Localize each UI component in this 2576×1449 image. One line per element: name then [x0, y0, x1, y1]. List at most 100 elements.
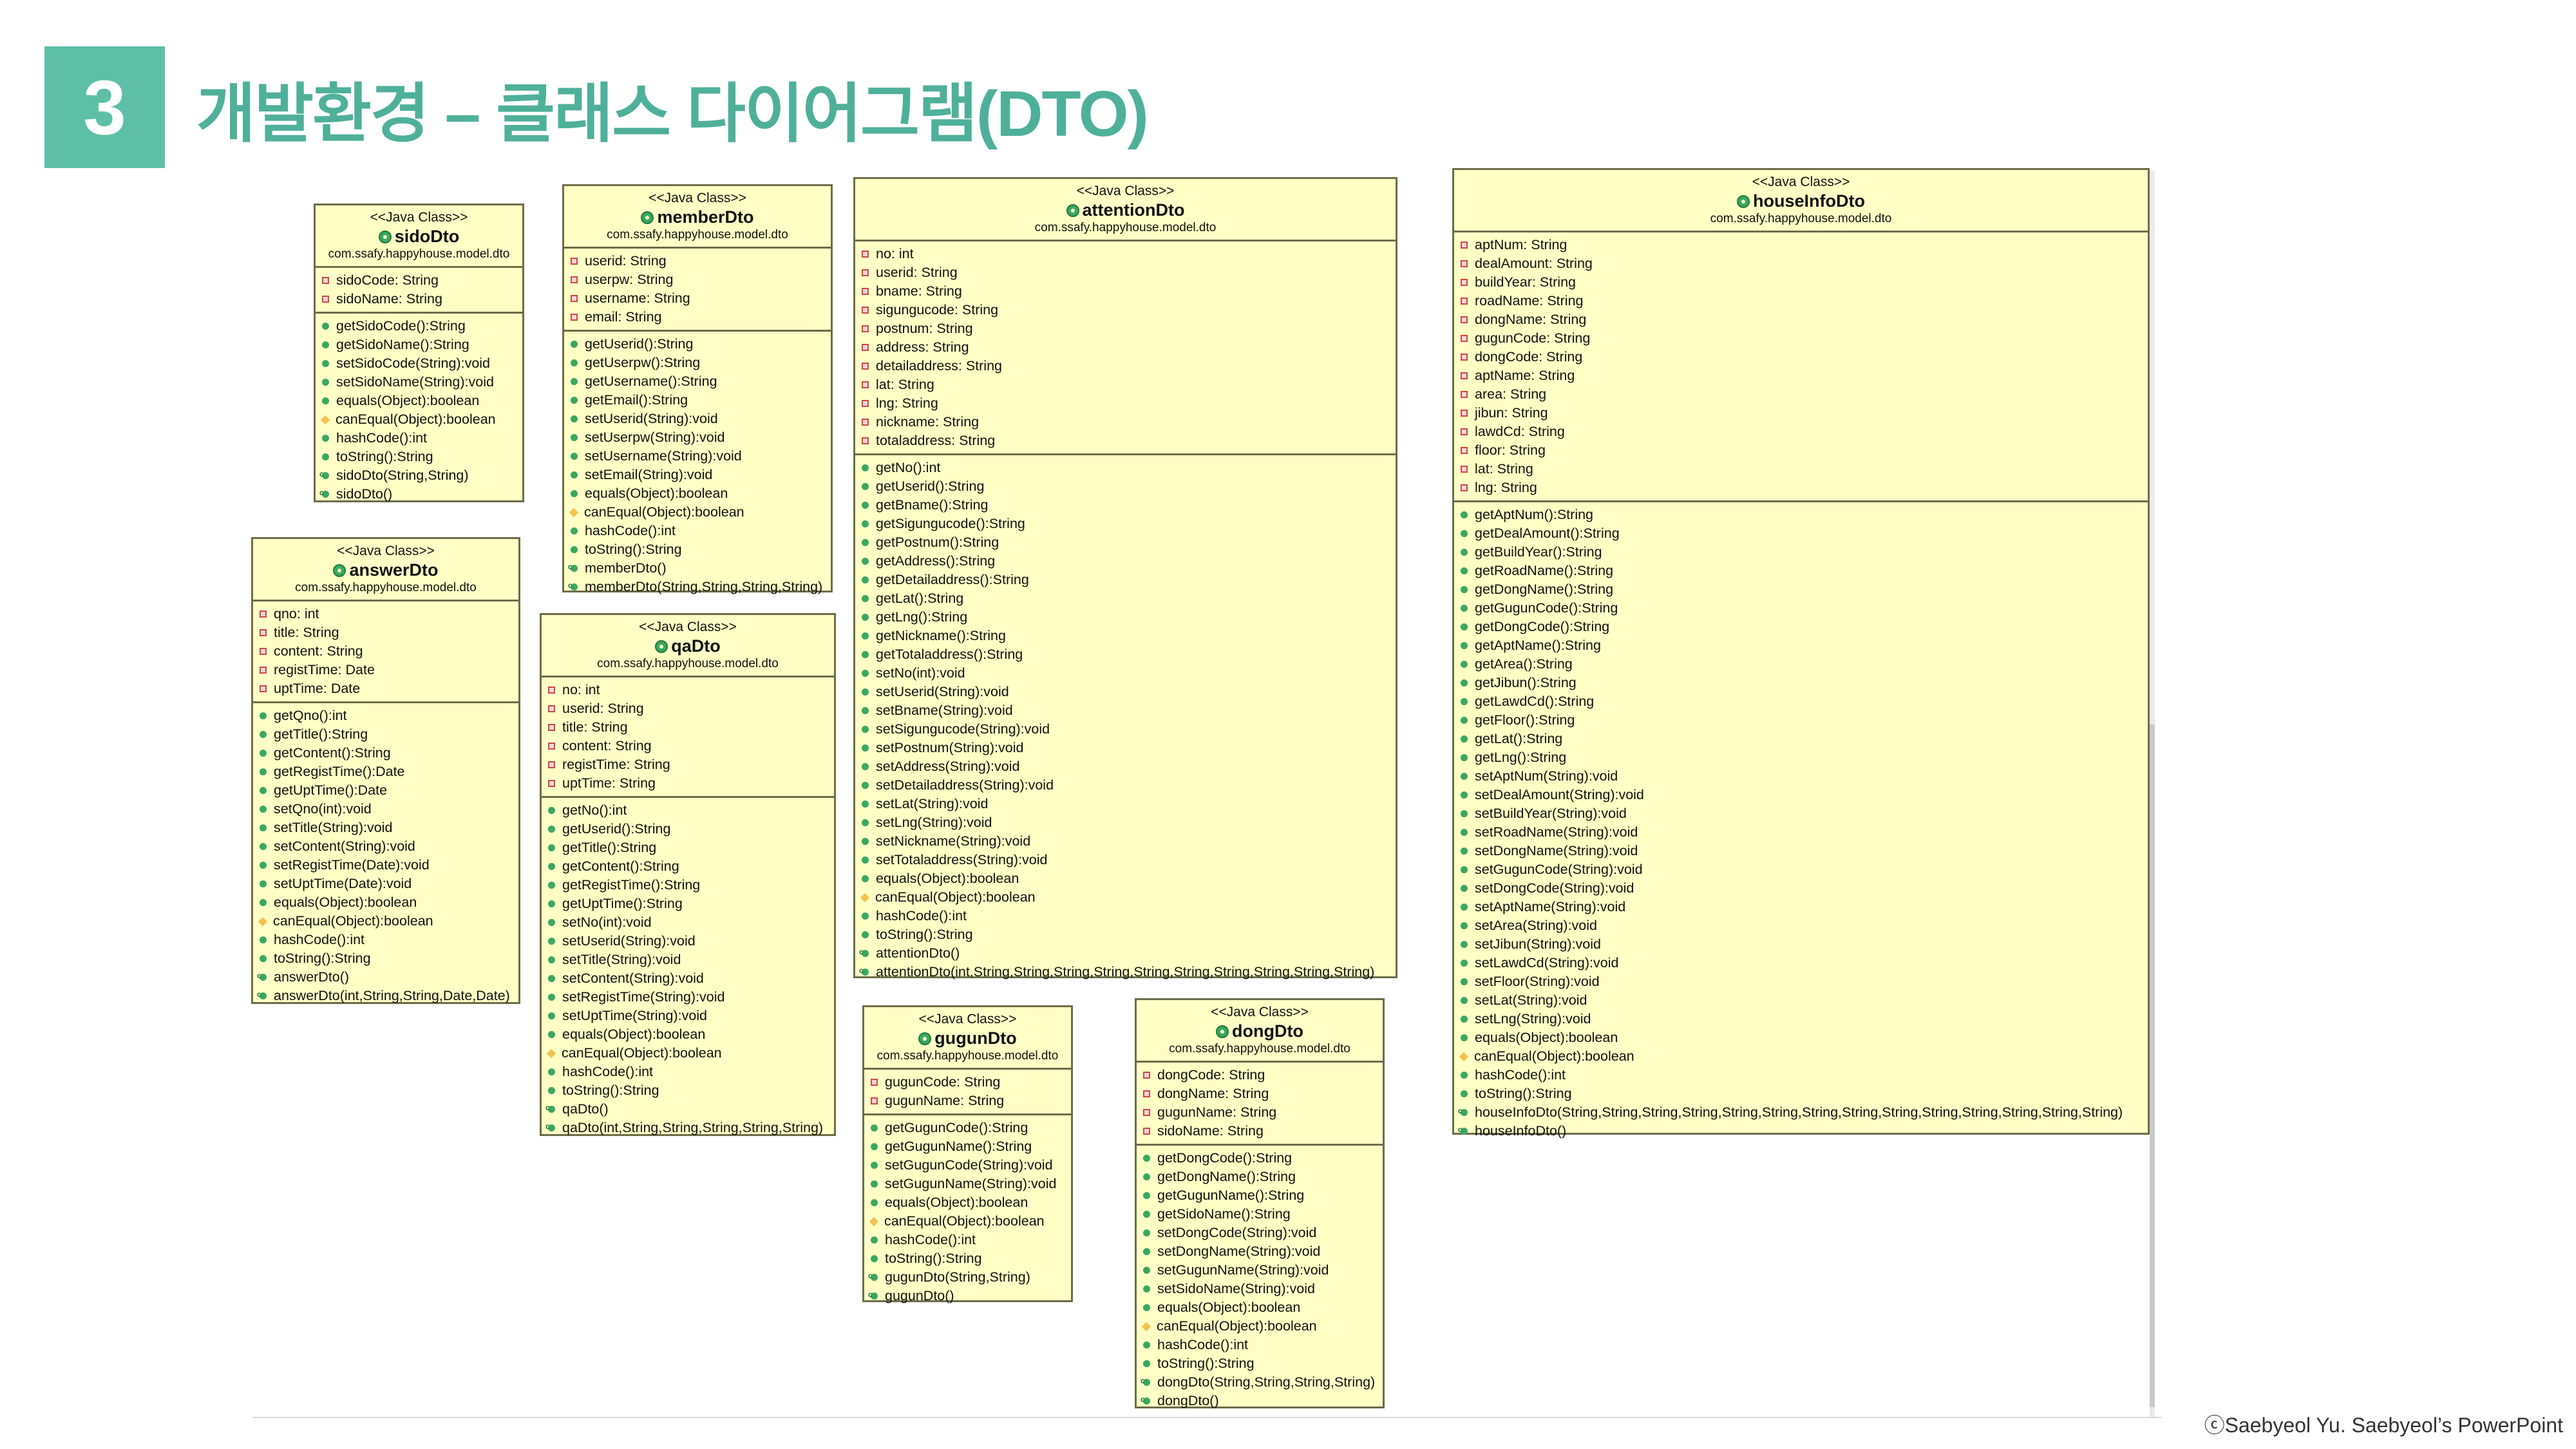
- field-row: lat: String: [1461, 460, 2144, 478]
- method-signature: setLawdCd(String):void: [1475, 955, 1619, 971]
- class-name: attentionDto: [858, 200, 1393, 220]
- method-row: getNickname():String: [862, 627, 1392, 645]
- field-row: userpw: String: [571, 270, 827, 289]
- public-method-icon: [862, 931, 869, 938]
- method-row: setGugunCode(String):void: [871, 1156, 1067, 1175]
- private-field-icon: [571, 276, 578, 283]
- method-row: getTotaladdress():String: [862, 645, 1392, 664]
- uml-class-qadto[interactable]: <<Java Class>> qaDto com.ssafy.happyhouse.…: [540, 613, 836, 1136]
- public-method-icon: [862, 558, 869, 565]
- public-method-icon: [322, 323, 329, 330]
- method-signature: toString():String: [1157, 1356, 1255, 1371]
- public-method-icon: [862, 782, 869, 789]
- field-signature: aptName: String: [1475, 368, 1575, 383]
- public-method-icon: [1143, 1267, 1150, 1274]
- uml-class-memberdto[interactable]: <<Java Class>> memberDto com.ssafy.happyho…: [562, 184, 833, 595]
- method-signature: houseInfoDto(String,String,String,String…: [1475, 1104, 2123, 1120]
- method-row: setLat(String):void: [862, 795, 1392, 813]
- private-field-icon: [1461, 372, 1468, 379]
- method-row: houseInfoDto(): [1458, 1121, 2144, 1141]
- method-row: getLawdCd():String: [1461, 692, 2144, 711]
- method-row: setSigungucode(String):void: [862, 720, 1392, 739]
- public-method-icon: [1461, 922, 1468, 929]
- method-row: setNickname(String):void: [862, 832, 1392, 851]
- class-name: dongDto: [1139, 1021, 1380, 1041]
- class-stereotype: <<Java Class>>: [649, 191, 746, 205]
- public-method-icon: [1461, 829, 1468, 836]
- field-row: no: int: [548, 681, 830, 699]
- public-method-icon: [871, 1162, 878, 1169]
- method-row: attentionDto(): [859, 943, 1392, 963]
- public-method-icon: [862, 520, 869, 527]
- public-method-icon: [1461, 904, 1468, 911]
- method-row: equals(Object):boolean: [548, 1025, 830, 1044]
- public-method-icon: [1143, 1173, 1150, 1180]
- method-signature: setLng(String):void: [1475, 1011, 1591, 1027]
- field-signature: gugunCode: String: [1475, 330, 1591, 346]
- method-signature: attentionDto(): [876, 945, 960, 961]
- field-signature: no: int: [562, 682, 600, 697]
- public-method-icon: [1461, 791, 1468, 799]
- class-icon: [333, 564, 346, 577]
- public-method-icon: [548, 975, 555, 982]
- public-method-icon: [1143, 1304, 1150, 1311]
- uml-class-answerdto[interactable]: <<Java Class>> answerDto com.ssafy.happyho…: [251, 537, 520, 1004]
- method-signature: answerDto(): [274, 969, 350, 985]
- methods-compartment: getNo():int getUserid():String getBname():…: [855, 453, 1396, 985]
- field-signature: lat: String: [876, 377, 934, 392]
- uml-class-sidodto[interactable]: <<Java Class>> sidoDto com.ssafy.happyhous…: [314, 204, 524, 502]
- method-row: getUserid():String: [571, 335, 827, 354]
- uml-class-attentiondto[interactable]: <<Java Class>> attentionDto com.ssafy.happ…: [853, 177, 1397, 980]
- field-row: email: String: [571, 308, 827, 327]
- class-icon: [378, 231, 392, 243]
- diagram-scrollbar-thumb[interactable]: [2150, 724, 2155, 1407]
- public-method-icon: [862, 632, 869, 639]
- field-row: registTime: Date: [260, 661, 515, 679]
- method-row: getBuildYear():String: [1461, 543, 2144, 562]
- public-method-icon: [871, 1143, 878, 1150]
- method-row: setLng(String):void: [1461, 1010, 2144, 1028]
- method-row: getTitle():String: [548, 838, 830, 857]
- public-method-icon: [548, 1031, 555, 1038]
- field-row: content: String: [260, 642, 515, 661]
- method-signature: setBuildYear(String):void: [1475, 806, 1627, 821]
- field-row: userid: String: [571, 252, 827, 270]
- method-row: canEqual(Object):boolean: [1459, 1047, 2144, 1066]
- method-signature: getRegistTime():Date: [274, 764, 405, 779]
- fields-compartment: dongCode: String dongName: String gugunNam…: [1137, 1063, 1383, 1144]
- method-signature: getGugunName():String: [1157, 1188, 1305, 1203]
- uml-class-dongdto[interactable]: <<Java Class>> dongDto com.ssafy.happyhous…: [1135, 998, 1385, 1409]
- field-row: aptNum: String: [1461, 236, 2144, 254]
- method-signature: dongDto(String,String,String,String): [1157, 1374, 1376, 1390]
- class-icon: [641, 211, 654, 224]
- public-method-icon: [1461, 1090, 1468, 1097]
- method-row: setTitle(String):void: [548, 951, 830, 969]
- method-signature: houseInfoDto(): [1475, 1123, 1567, 1139]
- method-row: getBname():String: [862, 496, 1392, 515]
- method-row: getAddress():String: [862, 552, 1392, 571]
- public-method-icon: [548, 956, 555, 963]
- method-row: setGugunCode(String):void: [1461, 860, 2144, 879]
- private-field-icon: [260, 685, 267, 692]
- public-method-icon: [1461, 567, 1468, 574]
- field-row: area: String: [1461, 385, 2144, 404]
- uml-class-houseinfodto[interactable]: <<Java Class>> houseInfoDto com.ssafy.happ…: [1452, 168, 2150, 1139]
- class-name-text: sidoDto: [394, 227, 460, 246]
- public-method-icon: [1461, 1016, 1468, 1023]
- private-field-icon: [862, 344, 869, 351]
- method-row: canEqual(Object):boolean: [1141, 1317, 1379, 1336]
- public-method-icon: [1143, 1155, 1150, 1162]
- public-method-icon: [1461, 698, 1468, 705]
- class-name-text: gugunDto: [934, 1028, 1017, 1048]
- public-method-icon: [548, 1087, 555, 1094]
- field-row: postnum: String: [862, 319, 1392, 338]
- method-signature: getTotaladdress():String: [876, 647, 1023, 662]
- method-row: setUserpw(String):void: [571, 428, 827, 447]
- class-stereotype: <<Java Class>>: [918, 1012, 1017, 1027]
- method-row: houseInfoDto(String,String,String,String…: [1458, 1102, 2144, 1122]
- method-row: setQno(int):void: [260, 800, 515, 819]
- method-row: getGugunName():String: [1143, 1186, 1379, 1205]
- method-signature: setGugunCode(String):void: [1475, 862, 1643, 877]
- method-row: getContent():String: [260, 744, 515, 762]
- uml-class-gugundto[interactable]: <<Java Class>> gugunDto com.ssafy.happyhou…: [862, 1005, 1073, 1304]
